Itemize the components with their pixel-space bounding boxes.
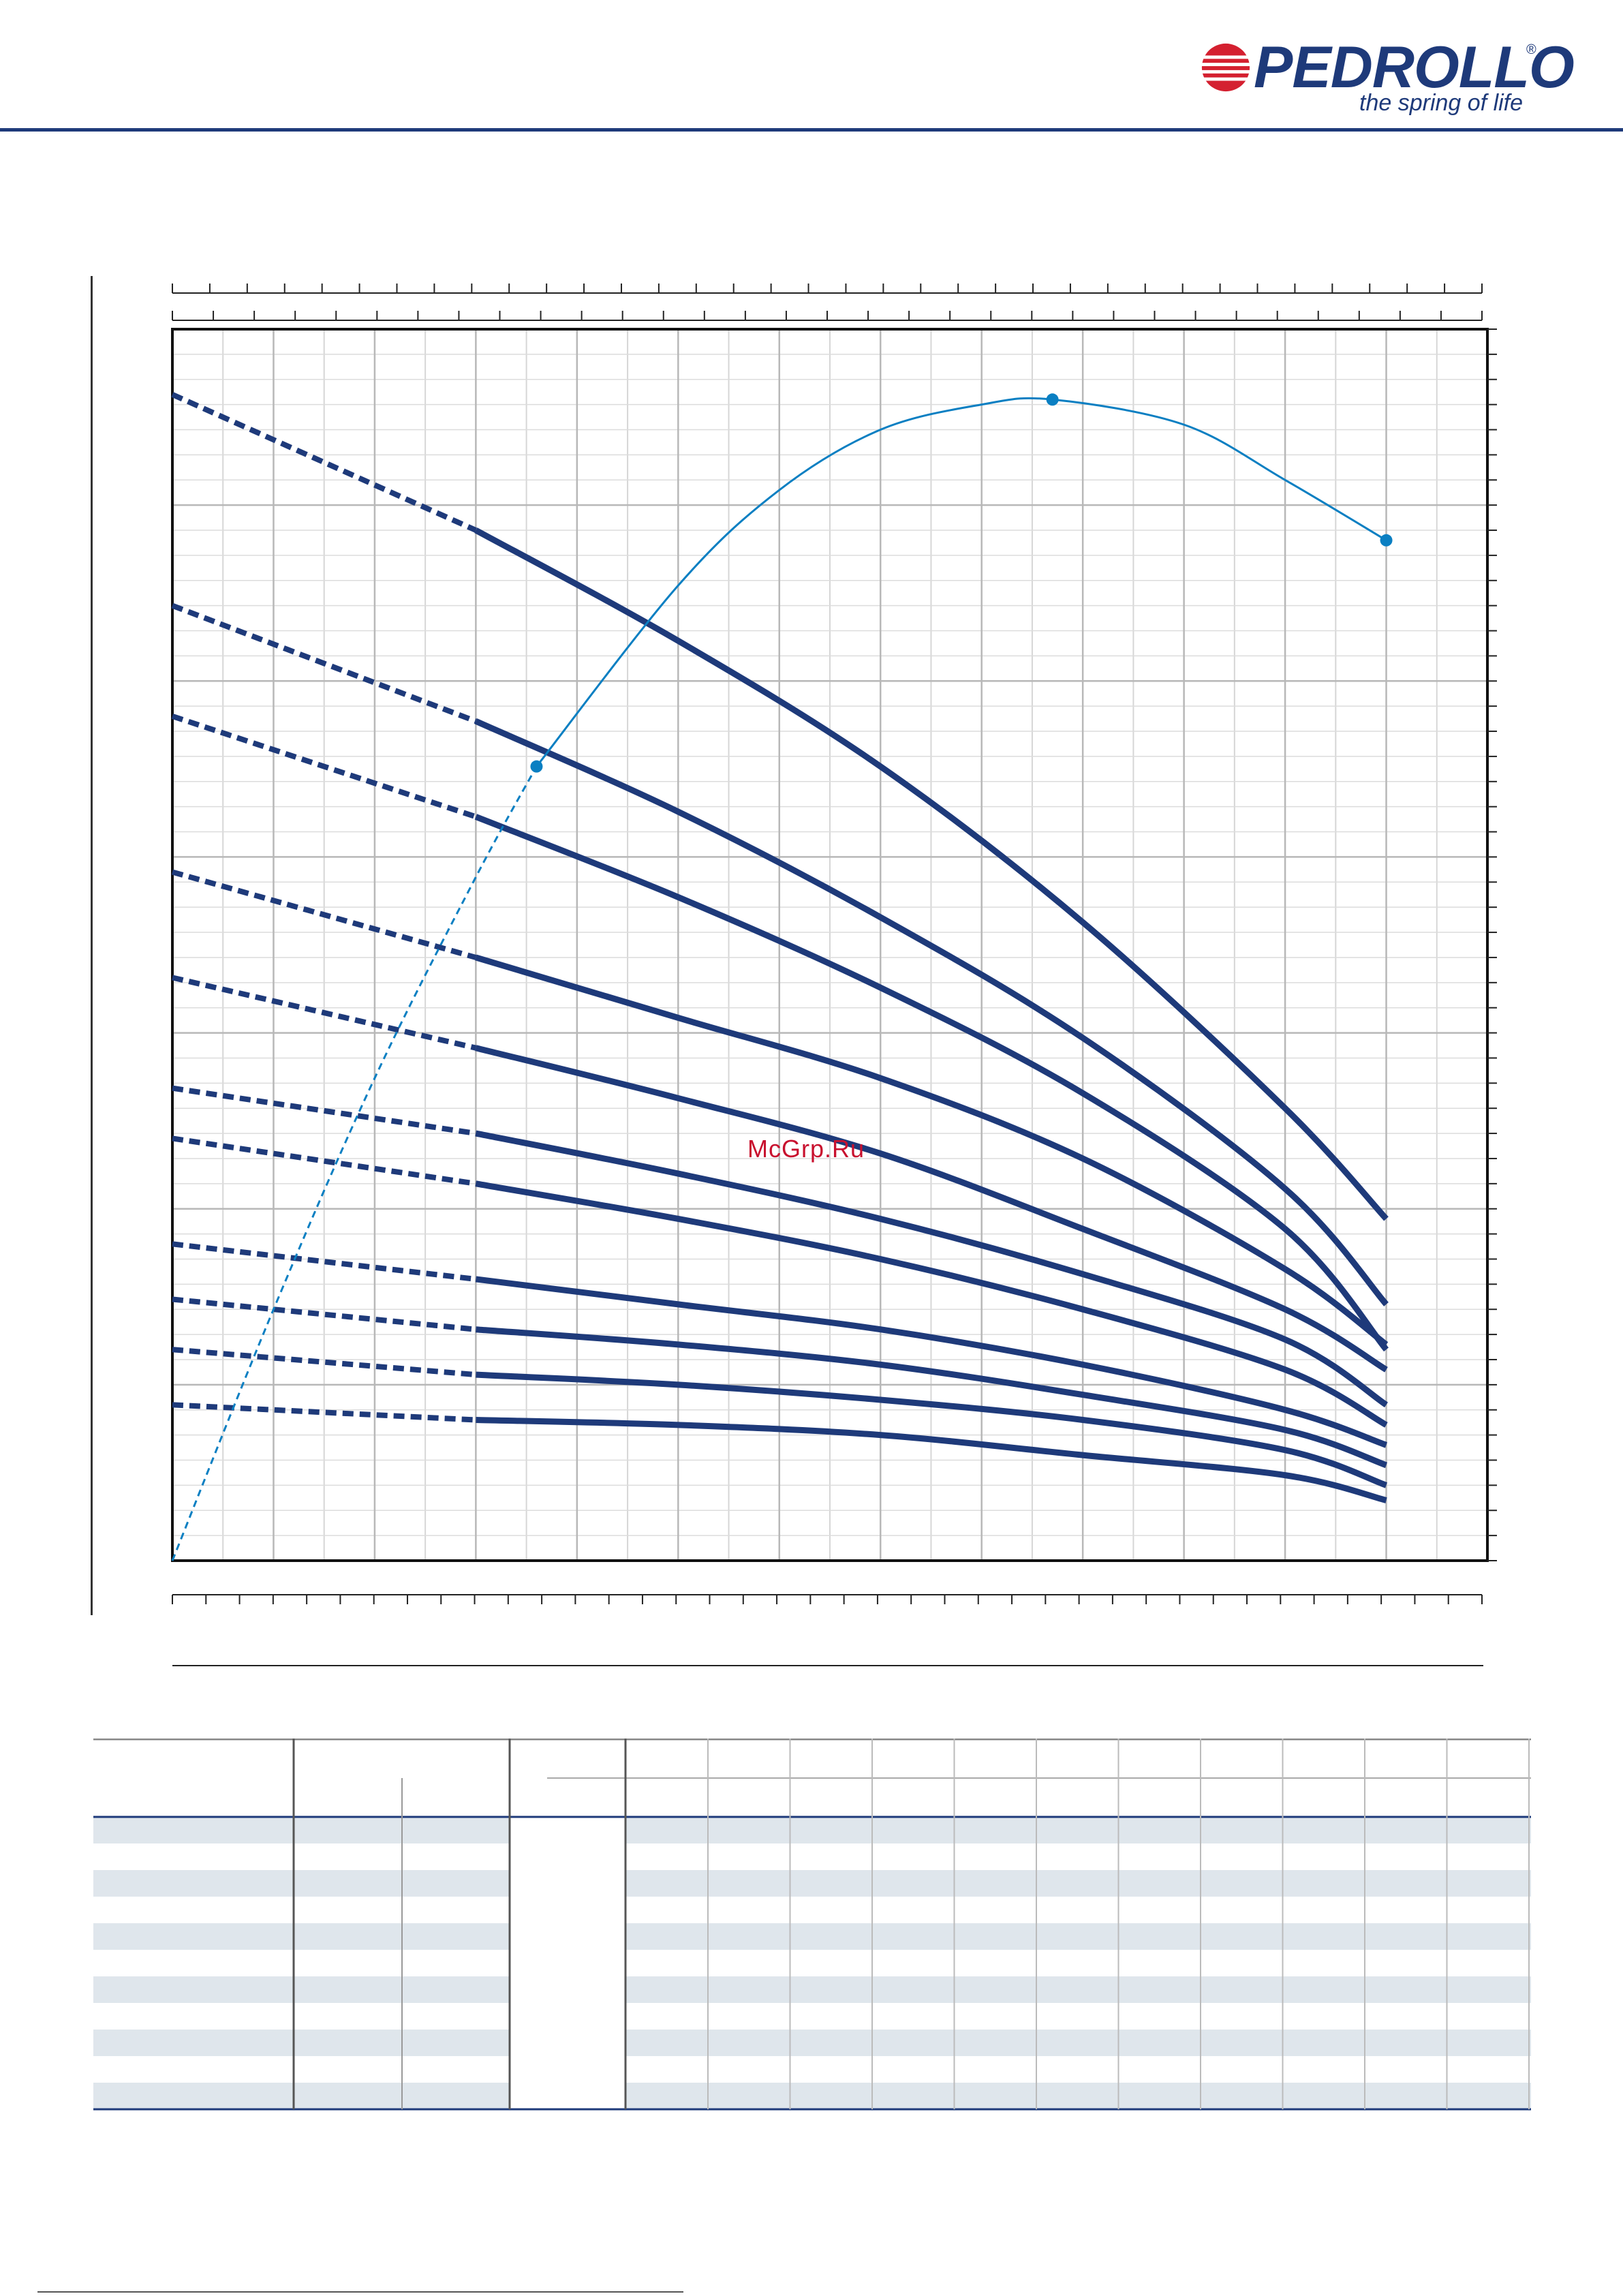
brand-logo: PEDROLLO ® the spring of life: [1199, 34, 1575, 123]
table-merged-cell: [510, 1817, 626, 2109]
table-row: [93, 1897, 1531, 1923]
table-row: [93, 1950, 1531, 1976]
performance-chart-svg: [171, 284, 1497, 1604]
table-row: [93, 1923, 1531, 1950]
table-row: [93, 1976, 1531, 2003]
table-row: [93, 2056, 1531, 2083]
performance-table: [93, 1738, 1531, 2113]
table-row: [93, 1817, 1531, 1843]
plot-frame: [171, 328, 1489, 1562]
pump-curve-5: [475, 1045, 1388, 1373]
performance-table-svg: [93, 1738, 1531, 2111]
pump-curve-6: [475, 1130, 1389, 1408]
efficiency-marker-1: [530, 760, 543, 773]
pump-curve-dashed-5: [172, 975, 477, 1051]
table-row: [93, 1843, 1531, 1870]
pump-curve-dashed-9: [172, 1296, 476, 1332]
brand-name: PEDROLLO: [1254, 35, 1575, 100]
pump-curve-7: [475, 1180, 1388, 1428]
pump-curve-8: [475, 1276, 1388, 1448]
footer-rule: [37, 2291, 683, 2293]
efficiency-marker-2: [1046, 393, 1059, 406]
table-row: [93, 2003, 1531, 2030]
header-rule: [0, 128, 1623, 132]
chart-bottom-rule: [172, 1665, 1483, 1666]
pump-curve-dashed-8: [172, 1241, 476, 1282]
pump-curve-4: [475, 954, 1389, 1347]
pump-curve-11: [476, 1416, 1387, 1503]
pump-curve-dashed-3: [171, 714, 477, 820]
table-row: [93, 2030, 1531, 2056]
watermark: McGrp.Ru: [747, 1135, 865, 1163]
pump-curve-9: [476, 1326, 1388, 1469]
pump-curve-dashed-6: [172, 1085, 476, 1137]
brand-mark-icon: [1199, 43, 1252, 92]
pump-curve-3: [474, 814, 1389, 1352]
pump-curve-dashed-10: [172, 1347, 476, 1378]
pump-curve-dashed-2: [171, 602, 477, 724]
brand-tagline: the spring of life: [1359, 90, 1524, 116]
table-row: [93, 1870, 1531, 1897]
pump-curve-dashed-7: [172, 1135, 476, 1187]
brand-registered-mark: ®: [1526, 42, 1536, 57]
efficiency-marker-3: [1380, 534, 1393, 547]
efficiency-curve-dashed: [171, 765, 538, 1561]
pump-curve-dashed-4: [171, 869, 477, 960]
efficiency-curve: [536, 397, 1387, 767]
side-rule: [91, 276, 93, 1615]
pump-curve-2: [474, 718, 1389, 1306]
pump-curve-dashed-11: [172, 1402, 476, 1423]
performance-chart: [171, 284, 1497, 1604]
pump-curve-10: [476, 1371, 1388, 1488]
table-row: [93, 2083, 1531, 2109]
